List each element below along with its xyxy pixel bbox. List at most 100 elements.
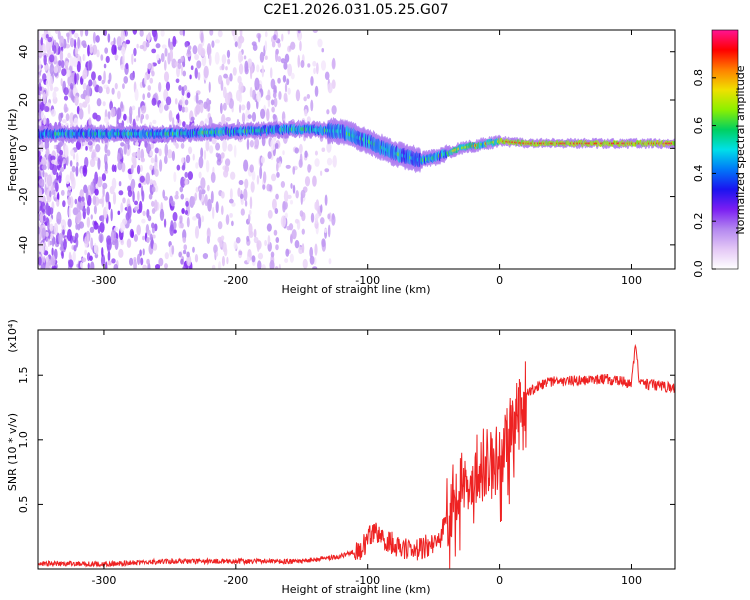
noise-blob (306, 93, 311, 99)
noise-blob (249, 86, 253, 98)
noise-blob (101, 246, 104, 257)
noise-blob (112, 191, 117, 205)
noise-blob (297, 30, 301, 34)
x-tick-label: -100 (355, 274, 380, 287)
noise-blob (94, 188, 99, 196)
noise-blob (244, 200, 248, 207)
colorbar-gradient (711, 29, 739, 270)
noise-blob (267, 151, 272, 159)
noise-blob (218, 261, 222, 269)
noise-blob (220, 191, 225, 199)
noise-blob (265, 94, 271, 101)
noise-blob (314, 201, 317, 210)
noise-blob (123, 75, 129, 84)
noise-blob (49, 76, 53, 89)
noise-blob (61, 68, 67, 77)
noise-blob (140, 115, 143, 124)
noise-blob (215, 251, 219, 257)
noise-blob (292, 166, 296, 175)
noise-blob (87, 103, 91, 115)
noise-blob (227, 58, 231, 65)
x-tick-label: -100 (355, 574, 380, 587)
noise-blob (274, 208, 279, 215)
noise-blob (177, 63, 182, 70)
snr-y-ticks: 0.5 1.0 1.5 (17, 366, 675, 513)
noise-blob (165, 96, 172, 106)
noise-blob (310, 99, 314, 112)
noise-blob (50, 255, 56, 267)
spectrogram-heatmap (38, 30, 675, 269)
noise-blob (290, 41, 296, 50)
noise-blob (221, 255, 225, 267)
noise-blob (165, 81, 171, 92)
noise-blob (90, 237, 94, 250)
noise-blob (226, 256, 229, 265)
noise-blob (254, 137, 260, 149)
noise-blob (61, 251, 64, 259)
noise-blob (223, 246, 228, 257)
noise-blob (89, 226, 95, 234)
noise-blob (52, 90, 57, 100)
noise-blob (248, 230, 254, 239)
noise-blob (107, 79, 111, 84)
noise-blob (54, 30, 59, 34)
noise-blob (142, 210, 146, 216)
noise-blob (125, 62, 129, 70)
noise-blob (249, 196, 253, 210)
noise-blob (38, 94, 41, 102)
noise-blob (38, 178, 44, 186)
noise-blob (154, 147, 159, 154)
noise-blob (217, 30, 223, 38)
noise-blob (53, 222, 59, 236)
noise-blob (103, 70, 106, 83)
noise-blob (88, 60, 92, 71)
noise-blob (140, 105, 147, 114)
noise-blob (264, 55, 268, 60)
noise-blob (246, 256, 251, 263)
noise-blob (247, 213, 251, 223)
noise-blob (194, 53, 200, 61)
noise-blob (298, 143, 303, 154)
noise-blob (273, 229, 278, 236)
noise-blob (132, 191, 135, 203)
noise-blob (83, 53, 86, 62)
noise-blob (106, 238, 112, 251)
y-tick-label: 1.0 (17, 431, 30, 449)
noise-blob (116, 107, 122, 120)
noise-blob (93, 242, 97, 254)
noise-blob (130, 164, 134, 174)
noise-blob (243, 188, 248, 202)
noise-blob (38, 102, 41, 111)
noise-blob (312, 175, 317, 187)
noise-blob (257, 252, 264, 260)
noise-blob (196, 60, 202, 69)
noise-blob (259, 51, 265, 63)
noise-blob (237, 75, 242, 84)
noise-blob (286, 78, 290, 86)
noise-blob (283, 92, 288, 103)
noise-blob (200, 177, 206, 190)
noise-blob (92, 79, 97, 88)
noise-blob (271, 41, 276, 48)
noise-blob (234, 41, 238, 48)
noise-blob (39, 101, 45, 111)
noise-blob (187, 171, 194, 181)
noise-blob (130, 230, 134, 239)
noise-blob (300, 189, 306, 199)
noise-blob (147, 84, 152, 91)
noise-blob (238, 250, 243, 256)
noise-blob (58, 232, 63, 245)
noise-blob (116, 152, 121, 163)
noise-blob (63, 95, 69, 101)
noise-blob (45, 202, 50, 215)
noise-blob (82, 82, 87, 91)
noise-blob (51, 159, 57, 165)
noise-blob (249, 140, 254, 148)
noise-blob (59, 167, 65, 172)
noise-blob (155, 43, 161, 49)
noise-blob (252, 43, 258, 51)
noise-blob (46, 148, 50, 153)
noise-blob (278, 263, 281, 269)
noise-blob (275, 193, 279, 200)
noise-blob (331, 214, 336, 226)
